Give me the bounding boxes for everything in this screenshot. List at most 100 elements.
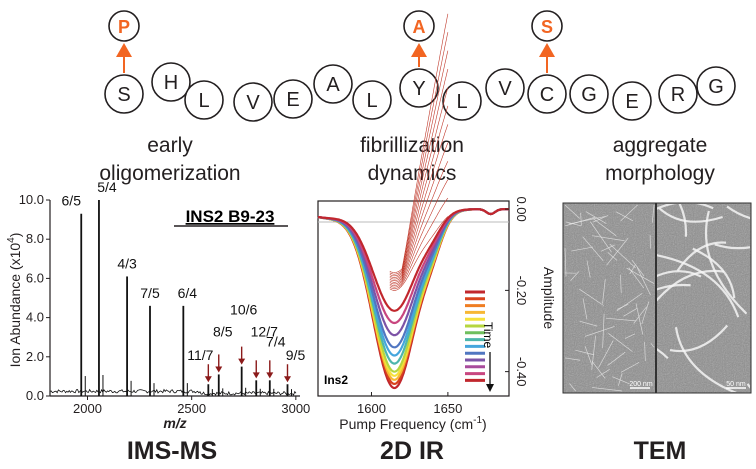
mutation-letter: S: [541, 17, 553, 37]
2d-ir-title: 2D IR: [380, 437, 444, 465]
ir-inset-label: Ins2: [324, 373, 348, 387]
ims-peak-arrowhead: [238, 358, 246, 365]
tem-fibril: [564, 357, 581, 361]
ims-peak-label: 7/5: [140, 285, 160, 301]
tem-fibril: [657, 348, 669, 360]
tem-fibril: [607, 351, 626, 366]
mutation-arrow-head: [539, 43, 555, 57]
ims-peak-arrowhead: [204, 376, 212, 383]
tem-fibril: [602, 313, 605, 348]
ims-peak-arrowhead: [284, 376, 291, 383]
residue-circle: [485, 68, 525, 108]
tem-fibril: [584, 326, 615, 337]
tem-fibril: [620, 204, 638, 222]
tem-fibril: [657, 204, 714, 210]
tem-fibril: [592, 217, 617, 237]
residue-circle: [569, 74, 609, 114]
tem-fibril: [596, 369, 610, 378]
tem-fibril: [674, 327, 738, 392]
ims-ms-title: IMS-MS: [127, 437, 217, 465]
ir-x-label: Pump Frequency (cm-1): [339, 415, 486, 432]
tem-fibril: [658, 207, 723, 223]
ims-peak-arrowhead: [252, 372, 260, 379]
mutation-arrow-head: [411, 43, 427, 57]
ir-plot-frame: [317, 200, 510, 397]
tem-fibril: [657, 283, 691, 291]
tem-fibril: [676, 241, 727, 272]
ir-time-legend: [465, 290, 485, 382]
residue-letter: S: [117, 84, 130, 106]
residue-letter: L: [198, 90, 209, 112]
ir-x-tick-label: 1650: [433, 401, 462, 416]
residue-circle: [313, 64, 353, 104]
residue-circle: [696, 66, 736, 106]
residue-letter: G: [708, 76, 724, 98]
ims-y-tick-label: 2.0: [26, 349, 44, 364]
ims-inset-title: INS2 B9-23: [186, 207, 275, 226]
tem-fibril: [571, 246, 594, 252]
mutation-letter: P: [118, 17, 130, 37]
residue-letter: L: [456, 91, 467, 113]
tem-fibril: [591, 335, 596, 370]
tem-fibril: [607, 252, 618, 261]
ir-x-tick-label: 1600: [357, 401, 386, 416]
ims-peak-label: 4/3: [117, 255, 137, 271]
residue-circle: [442, 81, 482, 121]
tem-fibril: [564, 247, 567, 277]
ims-ms-panel: 0.0 2.0 4.0 6.0 8.0 10.0 2000 2500 3000 6/5 5/4 4…: [6, 179, 310, 465]
residue-letter: E: [286, 89, 299, 111]
caption-middle-line2: dynamics: [368, 162, 457, 185]
tem-fibril: [657, 254, 740, 318]
tem-fibril: [592, 235, 625, 242]
residue-circle: [104, 74, 144, 114]
ir-spectrum-fan-line: [389, 105, 449, 281]
ir-y-ticks: 0.00 -0.20 -0.40: [505, 196, 529, 386]
caption-middle-line1: fibrillization: [360, 134, 464, 157]
tem-fibril: [575, 349, 595, 356]
tem-fibril: [726, 205, 750, 220]
ir-spectrum-fan-line: [389, 69, 449, 278]
tem-fibril: [636, 267, 651, 296]
tem-fibril: [620, 274, 622, 294]
ir-spectrum-fan-line: [389, 87, 449, 280]
ims-x-label: m/z: [163, 415, 186, 431]
tem-fibril: [623, 307, 638, 317]
caption-left-line1: early: [147, 134, 193, 157]
ims-peak-label: 6/4: [178, 285, 198, 301]
ims-y-tick-label: 8.0: [26, 231, 44, 246]
tem-fibril: [569, 383, 576, 392]
ims-peak-label: 7/4: [266, 333, 286, 349]
residue-circle: [399, 68, 439, 108]
ims-peak-label: 5/4: [97, 179, 117, 195]
ir-spectrum-fan-line: [389, 124, 449, 283]
residue-letter: E: [625, 91, 638, 113]
ir-spectrum-fan-line: [389, 13, 449, 273]
ir-spectrum-fan-line: [389, 197, 449, 290]
ims-peak-label: 9/5: [286, 347, 306, 363]
ir-spectrum-fan-line: [389, 216, 449, 291]
ims-x-tick-label: 2500: [177, 401, 206, 416]
residue-circle: [151, 62, 191, 102]
ims-peak-arrowhead: [215, 366, 223, 373]
residue-letter: G: [581, 84, 597, 106]
ir-y-tick-label: -0.20: [514, 276, 529, 306]
ims-peak-label: 11/7: [187, 347, 213, 363]
tem-fibril: [644, 341, 646, 362]
tem-fibril: [629, 264, 636, 275]
mutation-arrow-head: [116, 43, 132, 57]
ims-y-tick-label: 4.0: [26, 310, 44, 325]
mutation-circle: [108, 10, 140, 42]
tem-fibril: [704, 210, 748, 315]
tem-fibril: [650, 342, 655, 348]
ir-spectrum-fan-line: [389, 179, 449, 288]
residue-letter: V: [246, 92, 260, 114]
residue-letter: R: [671, 84, 685, 106]
tem-fibril: [692, 247, 736, 299]
tem-fibril: [609, 243, 636, 269]
residue-letter: H: [164, 72, 178, 94]
residue-letter: Y: [412, 78, 425, 100]
tem-fibrils: [564, 204, 750, 392]
